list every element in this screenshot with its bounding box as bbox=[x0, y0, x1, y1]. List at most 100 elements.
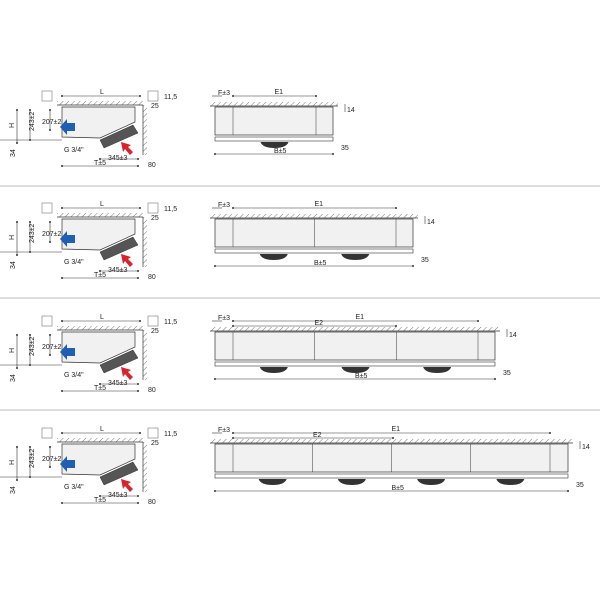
wall-hatch bbox=[143, 442, 147, 492]
unit-body-front bbox=[214, 331, 496, 361]
front-view: F±3 E1 E2 14 35 B±5 bbox=[210, 426, 590, 492]
label-11-5: 11,5 bbox=[164, 319, 177, 326]
drawing-row-3: L H 243±2 207±2 34 G 3/4" 345±3T±5 80 11,5 25 F±3 E… bbox=[0, 314, 517, 394]
ceiling-hatch bbox=[57, 101, 143, 105]
dimension-B-arrow-start bbox=[214, 265, 216, 267]
label-207: 207±2 bbox=[42, 119, 62, 126]
dimension-T-arrow-end bbox=[137, 390, 139, 392]
dimension-L-arrow-end bbox=[139, 432, 141, 434]
mounting-bracket-icon bbox=[41, 427, 53, 439]
fan-icon bbox=[259, 254, 288, 260]
label-F: F±3 bbox=[218, 427, 230, 434]
fan-icon bbox=[423, 367, 452, 373]
label-14: 14 bbox=[582, 444, 590, 451]
dimension-345-arrow-start bbox=[99, 383, 101, 385]
label-207: 207±2 bbox=[42, 344, 62, 351]
dimension-H-arrow-start bbox=[16, 221, 18, 223]
dimension-H-arrow-end bbox=[16, 367, 18, 369]
ceiling-hatch bbox=[210, 102, 338, 106]
fan-icon bbox=[341, 254, 370, 260]
drawing-row-4: L H 243±2 207±2 34 G 3/4" 345±3T±5 80 11,5 25 F±3 E… bbox=[0, 426, 590, 506]
ceiling-hatch bbox=[57, 213, 143, 217]
wall-hatch bbox=[143, 217, 147, 267]
dimension-L-arrow-start bbox=[61, 207, 63, 209]
dimension-E1-arrow-end bbox=[477, 320, 479, 322]
dimension-243-arrow-start bbox=[29, 334, 31, 336]
dimension-B-arrow-start bbox=[214, 378, 216, 380]
label-L: L bbox=[100, 426, 104, 433]
dimension-B-arrow-start bbox=[214, 153, 216, 155]
unit-body-front bbox=[214, 218, 414, 248]
dimension-345-arrow-start bbox=[99, 270, 101, 272]
dimension-T-arrow-start bbox=[61, 277, 63, 279]
mounting-bracket-icon bbox=[147, 202, 159, 214]
unit-body-side bbox=[61, 331, 136, 364]
inlet-arrow-icon bbox=[60, 344, 75, 360]
label-L: L bbox=[100, 89, 104, 96]
label-35: 35 bbox=[421, 257, 429, 264]
ceiling-hatch bbox=[210, 439, 573, 443]
side-view: L H 243±2 207±2 34 G 3/4" 345±3T±5 80 11,5 25 bbox=[0, 426, 177, 506]
label-34: 34 bbox=[10, 486, 17, 494]
dimension-E1-arrow-start bbox=[232, 207, 234, 209]
label-H: H bbox=[9, 348, 16, 353]
drip-tray-rail bbox=[214, 248, 414, 254]
unit-body-side bbox=[61, 443, 136, 476]
fan-icon bbox=[496, 479, 525, 485]
label-80: 80 bbox=[148, 387, 156, 394]
label-25: 25 bbox=[151, 215, 159, 222]
label-L: L bbox=[100, 201, 104, 208]
label-345: 345±3 bbox=[108, 380, 128, 387]
dimension-T-arrow-start bbox=[61, 165, 63, 167]
dimension-207-arrow-end bbox=[49, 354, 51, 356]
dimension-L-arrow-end bbox=[139, 207, 141, 209]
mounting-bracket-icon bbox=[41, 315, 53, 327]
label-243: 243±2 bbox=[29, 448, 36, 468]
fan-icon bbox=[337, 479, 366, 485]
dimension-B-arrow-end bbox=[567, 490, 569, 492]
dimension-E1-arrow-end bbox=[315, 95, 317, 97]
label-207: 207±2 bbox=[42, 231, 62, 238]
dimension-H-arrow-start bbox=[16, 334, 18, 336]
dimension-345-arrow-start bbox=[99, 158, 101, 160]
outlet-arrow-icon bbox=[121, 254, 133, 267]
dimension-H-arrow-start bbox=[16, 109, 18, 111]
inlet-arrow-icon bbox=[60, 231, 75, 247]
label-11-5: 11,5 bbox=[164, 431, 177, 438]
label-B: B±5 bbox=[355, 373, 368, 380]
fan-icon bbox=[259, 367, 288, 373]
fan-coil-panel bbox=[99, 124, 139, 149]
label-243: 243±2 bbox=[29, 223, 36, 243]
fan-coil-panel bbox=[99, 461, 139, 486]
dimension-E1-arrow-start bbox=[232, 320, 234, 322]
wall-hatch bbox=[143, 105, 147, 155]
fan-icon bbox=[341, 367, 370, 373]
dimension-207-arrow-end bbox=[49, 129, 51, 131]
label-L: L bbox=[100, 314, 104, 321]
label-14: 14 bbox=[427, 219, 435, 226]
dimension-B-arrow-end bbox=[412, 265, 414, 267]
label-25: 25 bbox=[151, 328, 159, 335]
ceiling-hatch bbox=[57, 438, 143, 442]
side-view: L H 243±2 207±2 34 G 3/4" 345±3T±5 80 11,5 25 bbox=[0, 201, 177, 281]
label-34: 34 bbox=[10, 374, 17, 382]
dimension-L-arrow-end bbox=[139, 320, 141, 322]
dimension-T-arrow-end bbox=[137, 277, 139, 279]
label-g34: G 3/4" bbox=[64, 259, 84, 266]
label-11-5: 11,5 bbox=[164, 206, 177, 213]
dimension-345-arrow-end bbox=[137, 270, 139, 272]
label-T: T±5 bbox=[94, 497, 106, 504]
fan-coil-panel bbox=[99, 349, 139, 374]
drip-tray-rail bbox=[214, 136, 334, 142]
label-207: 207±2 bbox=[42, 456, 62, 463]
ceiling-hatch bbox=[210, 327, 500, 331]
label-T: T±5 bbox=[94, 160, 106, 167]
side-view: L H 243±2 207±2 34 G 3/4" 345±3T±5 80 11,5 25 bbox=[0, 89, 177, 169]
fan-coil-panel bbox=[99, 236, 139, 261]
label-345: 345±3 bbox=[108, 492, 128, 499]
dimension-345-arrow-end bbox=[137, 495, 139, 497]
dimension-345-arrow-end bbox=[137, 158, 139, 160]
dimension-H-arrow-end bbox=[16, 142, 18, 144]
dimension-L-arrow-start bbox=[61, 95, 63, 97]
